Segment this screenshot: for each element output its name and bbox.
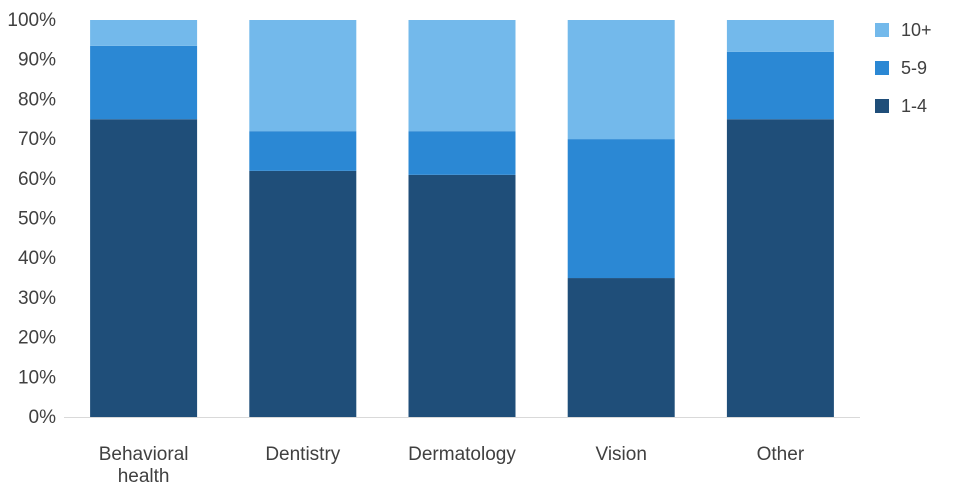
y-tick-label: 30% xyxy=(18,288,56,309)
y-tick-label: 20% xyxy=(18,328,56,349)
bar-behavioral-health-1-4 xyxy=(90,119,198,417)
bar-dermatology-1-4 xyxy=(408,174,516,417)
bar-dermatology-5-9 xyxy=(408,131,516,175)
x-category-label-line: Behavioral xyxy=(99,444,189,465)
y-tick-label: 70% xyxy=(18,129,56,150)
y-tick-label: 90% xyxy=(18,50,56,71)
y-tick-label: 60% xyxy=(18,169,56,190)
x-axis: Behavioral health Dentistry Dermatology Visi… xyxy=(99,444,805,487)
legend-swatch-5-9 xyxy=(875,61,889,75)
bar-dentistry-10 xyxy=(249,20,357,132)
bar-dentistry-5-9 xyxy=(249,131,357,171)
y-tick-label: 10% xyxy=(18,367,56,388)
x-category-label: Vision xyxy=(595,444,646,465)
legend-label-1-4: 1-4 xyxy=(901,96,927,116)
x-category-label-line: health xyxy=(118,466,170,487)
y-tick-label: 0% xyxy=(29,407,57,428)
bar-vision-1-4 xyxy=(567,278,675,417)
y-axis: 0% 10% 20% 30% 40% 50% 60% 70% 80% 90% 100% xyxy=(7,10,56,428)
legend-label-5-9: 5-9 xyxy=(901,58,927,78)
x-category-label: Dermatology xyxy=(408,444,516,465)
bar-other-5-9 xyxy=(726,51,834,120)
y-tick-label: 40% xyxy=(18,248,56,269)
legend-label-10: 10+ xyxy=(901,20,932,40)
x-category-label-line: Dermatology xyxy=(408,444,516,465)
legend: 10+ 5-9 1-4 xyxy=(875,20,932,116)
bar-other-10 xyxy=(726,20,834,52)
bar-dermatology-10 xyxy=(408,20,516,132)
x-category-label: Other xyxy=(757,444,805,465)
x-category-label-line: Dentistry xyxy=(265,444,340,465)
bar-other-1-4 xyxy=(726,119,834,417)
bar-vision-5-9 xyxy=(567,139,675,279)
x-category-label: Dentistry xyxy=(265,444,340,465)
y-tick-label: 50% xyxy=(18,209,56,230)
y-tick-label: 80% xyxy=(18,89,56,110)
bar-behavioral-health-5-9 xyxy=(90,45,198,120)
x-category-label-line: Other xyxy=(757,444,805,465)
x-category-label-line: Vision xyxy=(595,444,646,465)
x-category-label: Behavioral health xyxy=(99,444,189,487)
y-tick-label: 100% xyxy=(7,10,56,31)
legend-swatch-10 xyxy=(875,23,889,37)
bar-dentistry-1-4 xyxy=(249,170,357,417)
legend-swatch-1-4 xyxy=(875,99,889,113)
bar-behavioral-health-10 xyxy=(90,20,198,46)
bars xyxy=(90,20,834,417)
bar-vision-10 xyxy=(567,20,675,140)
